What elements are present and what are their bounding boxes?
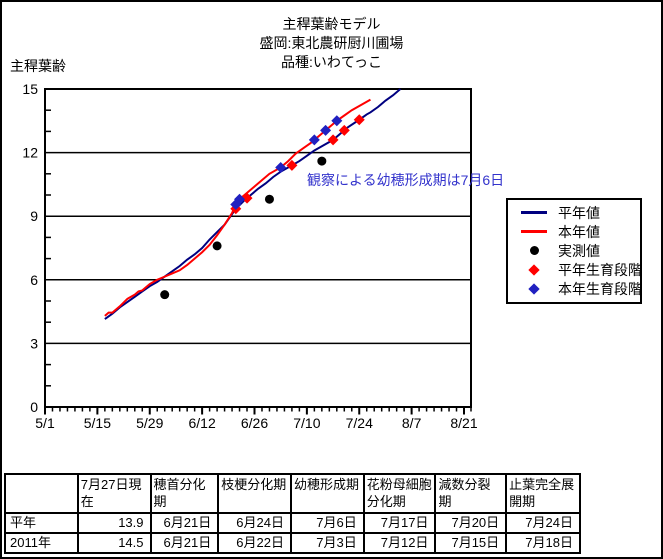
point-実測値 [212, 241, 222, 251]
table-cell: 7月12日 [362, 532, 437, 554]
point-本年生育段階 [234, 193, 246, 205]
y-tick-label: 12 [22, 145, 38, 161]
table-header-cell: 花粉母細胞分化期 [362, 473, 437, 514]
table-row-label: 2011年 [4, 532, 79, 554]
y-axis-label: 主稈葉齢 [10, 58, 66, 74]
x-tick-label: 7/24 [346, 415, 373, 431]
table-row-2011年: 2011年 14.5 6月21日 6月22日 7月3日 7月12日 7月15日 7月18日 [4, 532, 581, 554]
legend-label: 本年生育段階 [558, 281, 642, 298]
legend-label: 実測値 [558, 242, 600, 259]
y-tick-label: 0 [30, 399, 38, 415]
chart-legend: 平年値本年値実測値平年生育段階 本年生育段階 [506, 198, 642, 304]
leaf-age-chart: 0 3 6 9 12 15 5/1 5/15 5/29 6/12 6/26 7/10 7/24 8/7 8/… [22, 81, 477, 431]
legend-label: 平年値 [558, 204, 600, 221]
table-cell: 6月22日 [217, 532, 292, 554]
point-平年生育段階 [353, 114, 365, 126]
table-header-cell: 穂首分化期 [149, 473, 220, 514]
x-tick-label: 5/1 [35, 415, 55, 431]
y-tick-label: 3 [30, 335, 38, 351]
table-cell: 13.9 [76, 512, 152, 534]
x-tick-label: 6/12 [189, 415, 216, 431]
point-本年生育段階 [331, 115, 343, 127]
point-本年生育段階 [320, 124, 332, 136]
y-tick-label: 9 [30, 208, 38, 224]
legend-diamond-marker-icon [517, 264, 551, 276]
point-本年生育段階 [275, 161, 287, 173]
table-row-平年: 平年 13.9 6月21日 6月24日 7月6日 7月17日 7月20日 7月24日 [4, 512, 581, 534]
y-tick-label: 15 [22, 81, 38, 97]
point-実測値 [317, 156, 327, 166]
point-平年生育段階 [338, 124, 350, 136]
legend-line-swatch [517, 230, 551, 234]
chart-title-block: 主稈葉齢モデル 盛岡:東北農研厨川圃場 品種:いわてっこ [2, 15, 661, 72]
legend-diamond-marker-icon [517, 283, 551, 296]
table-cell: 7月20日 [434, 512, 508, 534]
table-row-label: 平年 [4, 512, 79, 534]
point-平年生育段階 [286, 159, 298, 171]
y-tick-label: 6 [30, 272, 38, 288]
panicle-formation-annotation: 観察による幼穂形成期は7月6日 [307, 172, 505, 188]
point-本年生育段階 [308, 134, 320, 146]
point-実測値 [264, 194, 274, 204]
legend-label: 平年生育段階 [558, 262, 642, 279]
table-header-cell: 幼穂形成期 [289, 473, 365, 514]
point-平年生育段階 [241, 192, 253, 204]
table-cell: 7月6日 [289, 512, 365, 534]
table-cell: 7月3日 [289, 532, 365, 554]
x-tick-label: 6/26 [241, 415, 268, 431]
table-header-cell: 減数分裂期 [434, 473, 508, 514]
legend-label: 本年値 [558, 223, 600, 240]
chart-subtitle-variety: 品種:いわてっこ [280, 54, 383, 70]
plot-frame [44, 88, 472, 408]
chart-subtitle-location: 盛岡:東北農研厨川圃場 [259, 35, 404, 51]
table-header-cell [4, 473, 79, 514]
x-tick-label: 8/7 [402, 415, 422, 431]
growth-stage-table: 7月27日現在 穂首分化期 枝梗分化期 幼穂形成期 花粉母細胞分化期 減数分裂期 止葉完全展… [4, 473, 581, 554]
point-実測値 [160, 290, 170, 300]
legend-item-本年値: 本年値 [517, 222, 638, 241]
table-cell: 6月24日 [217, 512, 292, 534]
table-cell: 6月21日 [149, 512, 220, 534]
table-header-cell: 止葉完全展開期 [505, 473, 581, 514]
legend-line-swatch [517, 211, 551, 215]
legend-item-平年値: 平年値 [517, 203, 638, 222]
chart-title: 主稈葉齢モデル [282, 16, 381, 32]
x-tick-label: 8/21 [450, 415, 477, 431]
table-cell: 6月21日 [149, 532, 220, 554]
table-header-cell: 7月27日現在 [76, 473, 152, 514]
x-tick-label: 7/10 [293, 415, 320, 431]
table-cell: 14.5 [76, 532, 152, 554]
x-tick-label: 5/15 [84, 415, 111, 431]
table-cell: 7月15日 [434, 532, 508, 554]
legend-item-平年生育段階: 平年生育段階 [517, 261, 642, 280]
table-cell: 7月24日 [505, 512, 581, 534]
table-header-cell: 枝梗分化期 [217, 473, 292, 514]
table-header-row: 7月27日現在 穂首分化期 枝梗分化期 幼穂形成期 花粉母細胞分化期 減数分裂期 止葉完全展… [4, 473, 581, 514]
legend-item-実測値: 実測値 [517, 241, 638, 260]
table-cell: 7月17日 [362, 512, 437, 534]
legend-circle-marker-icon [517, 246, 551, 256]
x-tick-label: 5/29 [136, 415, 163, 431]
legend-item-本年生育段階: 本年生育段階 [517, 280, 642, 299]
point-平年生育段階 [327, 134, 339, 146]
table-cell: 7月18日 [505, 532, 581, 554]
